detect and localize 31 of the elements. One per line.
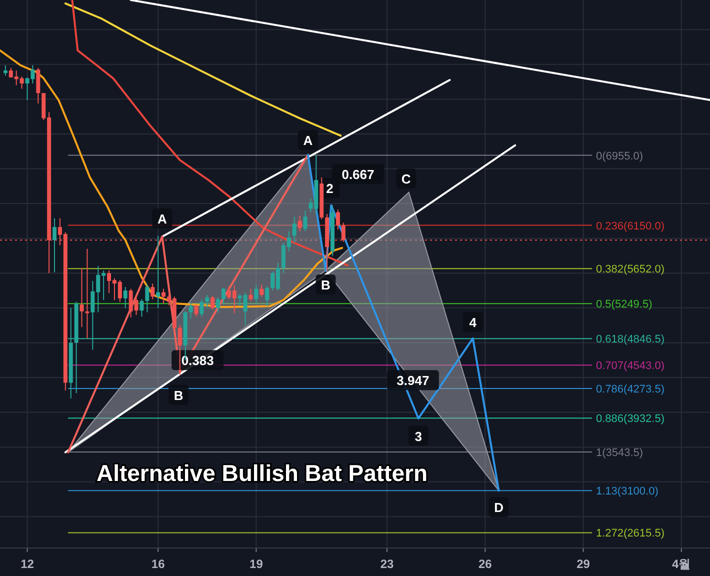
text: Alternative Bullish Bat Pattern	[96, 460, 428, 486]
annotation: C	[401, 171, 412, 186]
ref-line-label: 0.618(4846.5)	[596, 334, 664, 346]
ref-line-label: 0.236(6150.0)	[596, 220, 664, 232]
ref-line-label: 0.707(4543.0)	[596, 360, 664, 372]
annotation: D	[494, 500, 504, 516]
x-tick-label: 26	[478, 557, 492, 571]
x-tick-label: 29	[576, 557, 590, 571]
annotation: 3.947	[396, 373, 430, 388]
annotation: 3	[414, 428, 422, 444]
x-tick-label: 23	[380, 557, 394, 571]
ref-line-label: 1.13(3100.0)	[596, 486, 658, 498]
annotation: 0.383	[181, 353, 214, 368]
annotation: 2	[326, 180, 334, 196]
ref-line-label: 0.886(3932.5)	[596, 413, 664, 426]
x-tick-label: 12	[20, 557, 34, 571]
x-tick-label: 19	[250, 557, 264, 571]
annotation: B	[321, 277, 330, 292]
ref-line-label: 1(3543.5)	[596, 447, 644, 460]
annotation: B	[174, 388, 184, 403]
ref-line-label: 0.382(5652.0)	[596, 264, 664, 276]
annotation: 4	[469, 314, 478, 330]
ref-line-label: 0.5(5249.5)	[596, 298, 652, 311]
x-tick-label: 4월	[672, 557, 691, 571]
annotation: 0.667	[342, 167, 374, 182]
x-tick-label: 16	[151, 557, 166, 571]
annotation: A	[303, 133, 314, 148]
ref-line-label: 1.272(2615.5)	[596, 528, 664, 540]
ref-line-label: 0(6955.0)	[596, 150, 644, 162]
ref-line-label: 0.786(4273.5)	[596, 384, 664, 396]
annotation: A	[157, 211, 168, 226]
